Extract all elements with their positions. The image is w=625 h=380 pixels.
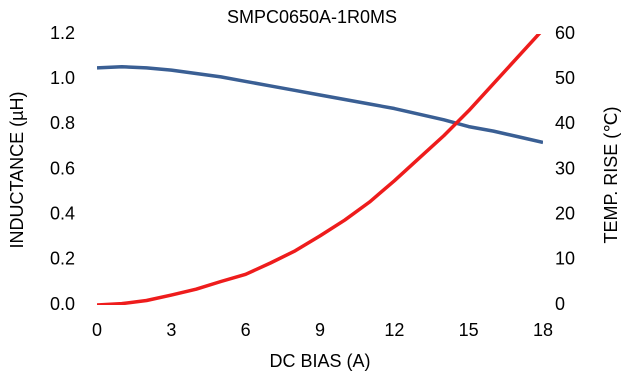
- series-line: [97, 64, 543, 145]
- y2-tick-label: 0: [555, 294, 565, 314]
- y-tick-label: 0.4: [50, 203, 75, 223]
- y-tick-label: 1.0: [50, 68, 75, 88]
- y2-tick-label: 30: [555, 158, 575, 178]
- x-tick-label: 6: [241, 320, 251, 340]
- x-tick-label: 9: [315, 320, 325, 340]
- x-axis-label: DC BIAS (A): [269, 351, 370, 371]
- x-tick-label: 12: [384, 320, 404, 340]
- series-line: [97, 34, 542, 305]
- y2-tick-label: 50: [555, 68, 575, 88]
- x-tick-label: 0: [92, 320, 102, 340]
- y2-tick-label: 20: [555, 203, 575, 223]
- y-tick-label: 0.8: [50, 113, 75, 133]
- y2-tick-label: 60: [555, 23, 575, 43]
- y-tick-label: 0.2: [50, 249, 75, 269]
- y-tick-label: 1.2: [50, 23, 75, 43]
- chart-title: SMPC0650A-1R0MS: [227, 7, 397, 27]
- y2-tick-label: 40: [555, 113, 575, 133]
- x-tick-label: 15: [459, 320, 479, 340]
- y2-axis-label: TEMP. RISE (℃): [601, 107, 621, 244]
- y-tick-label: 0.6: [50, 158, 75, 178]
- y-tick-label: 0.0: [50, 294, 75, 314]
- y2-tick-label: 10: [555, 249, 575, 269]
- x-tick-label: 18: [533, 320, 553, 340]
- x-tick-label: 3: [166, 320, 176, 340]
- y-axis-label: INDUCTANCE (µH): [7, 91, 27, 248]
